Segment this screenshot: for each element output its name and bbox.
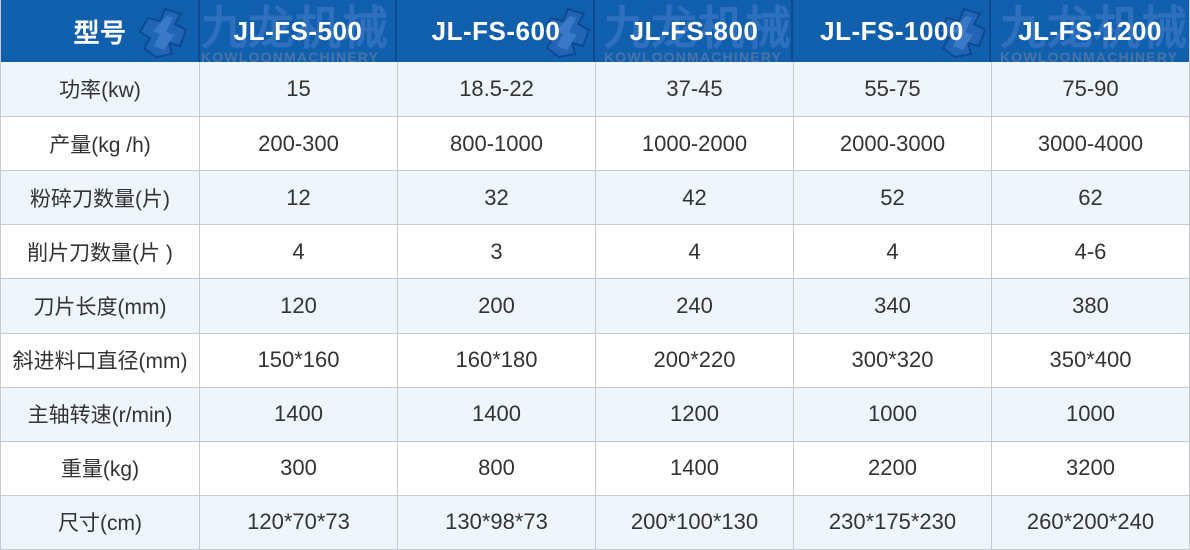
row-label: 刀片长度(mm) (33, 295, 167, 319)
spec-value-cell: 120*70*73 (199, 495, 397, 549)
spec-value-cell: 160*180 (397, 333, 595, 387)
table-row-weight: 重量(kg) 300 800 1400 2200 3200 (1, 440, 1189, 495)
spec-value-cell: 1200 (595, 387, 793, 441)
header-cell-model: JL-FS-500 (233, 15, 363, 46)
row-label: 粉碎刀数量(片) (30, 187, 170, 211)
spec-value-cell: 230*175*230 (793, 495, 991, 549)
spec-value-cell: 800-1000 (397, 117, 595, 171)
spec-value-cell: 150*160 (199, 333, 397, 387)
spec-value-cell: 340 (793, 279, 991, 333)
header-divider (989, 0, 991, 62)
spec-value-cell: 240 (595, 279, 793, 333)
spec-value-cell: 3 (397, 225, 595, 279)
table-row-output: 产量(kg /h) 200-300 800-1000 1000-2000 200… (1, 116, 1189, 171)
table-row-dimensions: 尺寸(cm) 120*70*73 130*98*73 200*100*130 2… (1, 494, 1189, 549)
spec-value-cell: 1400 (199, 387, 397, 441)
row-label: 斜进料口直径(mm) (12, 350, 188, 374)
header-divider (198, 0, 200, 62)
row-label: 削片刀数量(片 ) (27, 241, 173, 265)
table-row-power: 功率(kw) 15 18.5-22 37-45 55-75 75-90 (1, 62, 1189, 117)
spec-value-cell: 800 (397, 441, 595, 495)
spec-value-cell: 1400 (595, 441, 793, 495)
spec-value-cell: 300 (199, 441, 397, 495)
spec-value-cell: 2000-3000 (793, 117, 991, 171)
spec-value-cell: 200 (397, 279, 595, 333)
header-cell-model: JL-FS-1200 (1018, 15, 1162, 46)
header-cell-model: JL-FS-600 (431, 15, 561, 46)
row-label: 功率(kw) (59, 79, 141, 103)
table-header-row: 九龙机械 KOWLOONMACHINERY 九龙机械 KOWLOONMACHIN… (1, 0, 1189, 62)
spec-value-cell: 4 (595, 225, 793, 279)
spec-value-cell: 260*200*240 (991, 495, 1189, 549)
spec-value-cell: 200*100*130 (595, 495, 793, 549)
spec-value-cell: 15 (199, 62, 397, 117)
spec-value-cell: 1000-2000 (595, 117, 793, 171)
header-cell-model-label: 型号 (73, 17, 127, 48)
spec-value-cell: 2200 (793, 441, 991, 495)
spec-value-cell: 380 (991, 279, 1189, 333)
spec-value-cell: 4-6 (991, 225, 1189, 279)
spec-value-cell: 62 (991, 171, 1189, 225)
row-label: 产量(kg /h) (49, 133, 151, 157)
spec-value-cell: 200*220 (595, 333, 793, 387)
row-label: 重量(kg) (60, 458, 140, 482)
spec-value-cell: 200-300 (199, 117, 397, 171)
spec-value-cell: 32 (397, 171, 595, 225)
table-row-spindle-speed: 主轴转速(r/min) 1400 1400 1200 1000 1000 (1, 386, 1189, 441)
spec-value-cell: 3200 (991, 441, 1189, 495)
spec-value-cell: 37-45 (595, 62, 793, 117)
header-divider (593, 0, 595, 62)
spec-value-cell: 18.5-22 (397, 62, 595, 117)
spec-value-cell: 350*400 (991, 333, 1189, 387)
spec-value-cell: 55-75 (793, 62, 991, 117)
header-cell-model: JL-FS-1000 (820, 15, 964, 46)
spec-value-cell: 1400 (397, 387, 595, 441)
spec-value-cell: 1000 (991, 387, 1189, 441)
table-row-inlet-diameter: 斜进料口直径(mm) 150*160 160*180 200*220 300*3… (1, 332, 1189, 387)
spec-value-cell: 1000 (793, 387, 991, 441)
spec-value-cell: 4 (793, 225, 991, 279)
spec-value-cell: 52 (793, 171, 991, 225)
spec-value-cell: 130*98*73 (397, 495, 595, 549)
spec-value-cell: 12 (199, 171, 397, 225)
header-divider (791, 0, 793, 62)
spec-value-cell: 75-90 (991, 62, 1189, 117)
header-divider (395, 0, 397, 62)
table-row-chip-blades: 削片刀数量(片 ) 4 3 4 4 4-6 (1, 224, 1189, 279)
spec-value-cell: 42 (595, 171, 793, 225)
table-row-crush-blades: 粉碎刀数量(片) 12 32 42 52 62 (1, 170, 1189, 225)
spec-value-cell: 3000-4000 (991, 117, 1189, 171)
row-label: 主轴转速(r/min) (27, 404, 173, 428)
table-body: 功率(kw) 15 18.5-22 37-45 55-75 75-90 产量(k… (1, 62, 1189, 549)
header-cell-model: JL-FS-800 (629, 15, 759, 46)
spec-value-cell: 120 (199, 279, 397, 333)
spec-value-cell: 4 (199, 225, 397, 279)
row-label: 尺寸(cm) (58, 512, 142, 536)
table-row-blade-length: 刀片长度(mm) 120 200 240 340 380 (1, 278, 1189, 333)
spec-value-cell: 300*320 (793, 333, 991, 387)
